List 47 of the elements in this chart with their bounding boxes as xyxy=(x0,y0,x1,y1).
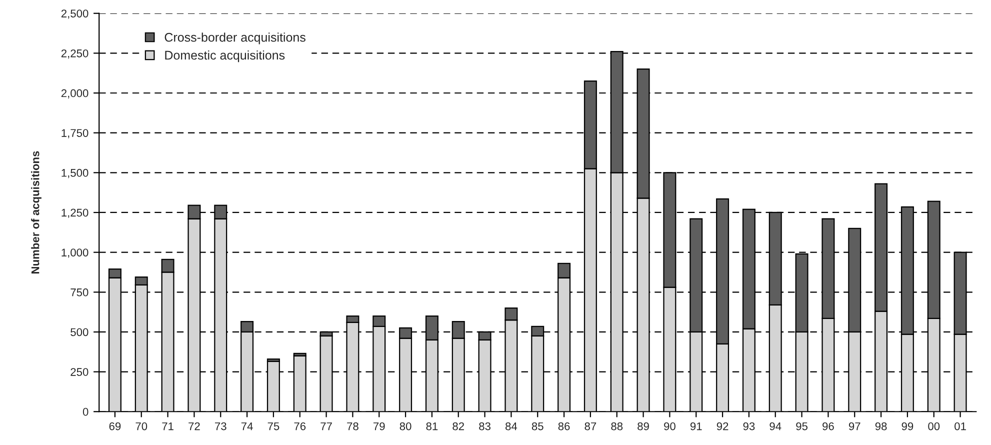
x-tick-label: 01 xyxy=(954,422,966,430)
y-tick-label: 2,250 xyxy=(61,49,88,59)
x-tick-label: 76 xyxy=(294,422,306,430)
x-tick-label: 83 xyxy=(479,422,490,430)
x-tick-label: 84 xyxy=(506,422,518,430)
y-tick-label: 2,000 xyxy=(61,89,88,98)
legend-label: Cross-border acquisitions xyxy=(164,32,306,44)
x-tick-label: 95 xyxy=(796,422,808,430)
x-tick-label: 72 xyxy=(188,422,200,430)
x-tick-label: 93 xyxy=(743,422,755,430)
x-tick-label: 97 xyxy=(848,422,860,430)
x-tick-label: 99 xyxy=(902,422,914,430)
x-tick-label: 71 xyxy=(162,422,174,430)
x-tick-label: 70 xyxy=(136,422,148,430)
x-tick-label: 91 xyxy=(690,422,702,430)
x-tick-label: 87 xyxy=(584,422,596,430)
x-tick-label: 88 xyxy=(611,422,623,430)
legend-label: Domestic acquisitions xyxy=(165,50,285,62)
y-tick-label: 1,500 xyxy=(62,168,88,178)
x-tick-label: 90 xyxy=(664,422,676,430)
x-tick-label: 85 xyxy=(532,422,544,430)
x-tick-label: 96 xyxy=(822,422,834,430)
x-tick-label: 69 xyxy=(109,422,121,430)
y-tick-label: 1,000 xyxy=(62,248,88,258)
x-tick-label: 98 xyxy=(875,422,887,430)
x-tick-label: 75 xyxy=(268,422,280,430)
x-tick-label: 94 xyxy=(770,422,782,430)
x-tick-label: 81 xyxy=(426,422,438,430)
x-tick-label: 77 xyxy=(320,422,332,430)
x-tick-label: 89 xyxy=(638,422,649,430)
x-tick-label: 82 xyxy=(452,422,464,430)
x-tick-label: 86 xyxy=(558,422,570,430)
x-tick-label: 74 xyxy=(241,422,253,430)
y-tick-label: 2,500 xyxy=(61,10,88,19)
x-tick-label: 92 xyxy=(716,422,728,430)
y-axis-title: Number of acquisitions xyxy=(31,151,42,274)
x-tick-label: 79 xyxy=(374,422,385,430)
y-tick-label: 500 xyxy=(70,328,88,336)
x-tick-label: 78 xyxy=(347,422,358,430)
x-tick-label: 00 xyxy=(928,422,940,430)
y-tick-label: 750 xyxy=(70,288,88,296)
y-tick-label: 1,750 xyxy=(62,129,88,138)
y-tick-label: 0 xyxy=(82,408,88,416)
y-tick-label: 1,250 xyxy=(62,208,88,218)
y-tick-label: 250 xyxy=(70,368,88,376)
x-tick-label: 73 xyxy=(215,422,226,430)
x-tick-label: 80 xyxy=(400,422,412,430)
